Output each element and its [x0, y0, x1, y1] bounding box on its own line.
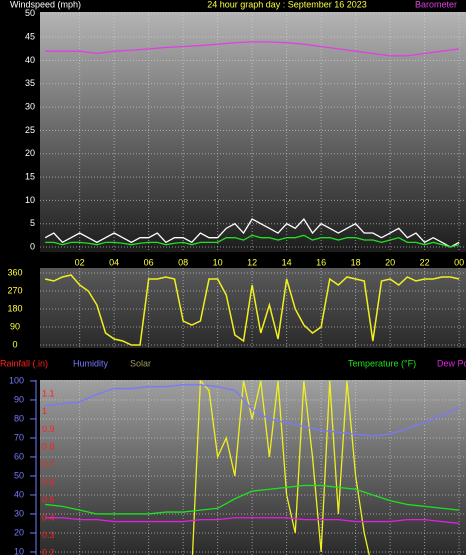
plot-background: [40, 268, 466, 348]
y-tick-label: 270: [7, 285, 22, 295]
plot-lines: [45, 380, 460, 555]
y2-tick-label: 0.9: [42, 424, 55, 434]
y-tick-label: 45: [25, 32, 35, 42]
y-tick-label: 35: [25, 78, 35, 88]
y-tick-label: 20: [14, 527, 24, 537]
y-tick-label: 80: [14, 413, 24, 423]
series-line: [45, 384, 460, 437]
plot-background: [40, 12, 466, 252]
y2-tick-label: 0.2: [42, 548, 55, 555]
legend-entry: Temperature (°F): [348, 358, 416, 368]
series-line: [45, 274, 460, 346]
y-tick-label: 10: [25, 195, 35, 205]
y-tick-label: 90: [10, 321, 20, 331]
y-tick-label: 0: [30, 241, 35, 251]
legend-entry: Solar: [130, 358, 151, 368]
x-tick-label: 02: [75, 257, 85, 267]
y-tick-label: 10: [14, 546, 24, 555]
y-tick-label: 40: [14, 489, 24, 499]
x-tick-label: 06: [144, 257, 154, 267]
y-tick-label: 5: [30, 218, 35, 228]
series-line: [45, 484, 460, 515]
series-line: [45, 517, 460, 525]
y-tick-label: 90: [14, 394, 24, 404]
x-tick-label: 18: [351, 257, 361, 267]
plot-lines: [45, 274, 460, 346]
y-tick-label: 30: [25, 101, 35, 111]
x-tick-label: 10: [213, 257, 223, 267]
y2-tick-label: 0.5: [42, 495, 55, 505]
y-tick-label: 25: [25, 125, 35, 135]
y-axis-label: Windspeed (mph): [10, 0, 81, 9]
x-tick-label: 22: [420, 257, 430, 267]
y2-tick-label: 0.8: [42, 442, 55, 452]
y-tick-label: 50: [25, 8, 35, 18]
x-tick-label: 04: [109, 257, 119, 267]
series-line: [191, 380, 370, 555]
series-line: [45, 41, 460, 57]
x-tick-label: 12: [247, 257, 257, 267]
y-tick-label: 0: [12, 339, 17, 349]
y-tick-label: 40: [25, 55, 35, 65]
x-tick-label: 14: [282, 257, 292, 267]
legend-entry: Dew Point: [437, 358, 466, 368]
x-tick-label: 00: [454, 257, 464, 267]
y-tick-label: 180: [7, 303, 22, 313]
series-line: [44, 217, 460, 248]
plot-lines: [44, 41, 460, 248]
y2-tick-label: 0.7: [42, 459, 55, 469]
y2-tick-label: 1.1: [42, 389, 55, 399]
y2-tick-label: 0.3: [42, 530, 55, 540]
y2-tick-label: 1: [42, 406, 47, 416]
y-tick-label: 70: [14, 432, 24, 442]
x-tick-label: 20: [385, 257, 395, 267]
x-tick-label: 08: [178, 257, 188, 267]
y2-tick-label: 0.6: [42, 477, 55, 487]
series-line: [45, 234, 460, 248]
y-tick-label: 50: [14, 470, 24, 480]
y-tick-label: 60: [14, 451, 24, 461]
y-tick-label: 360: [7, 267, 22, 277]
y-tick-label: 100: [9, 375, 24, 385]
y-tick-label: 30: [14, 508, 24, 518]
chart-title: 24 hour graph day : September 16 2023: [207, 0, 367, 9]
y-tick-label: 20: [25, 148, 35, 158]
plot-background: [40, 380, 466, 555]
legend-entry: Barometer: [415, 0, 457, 9]
x-tick-label: 16: [316, 257, 326, 267]
legend-entry: Humidity: [73, 358, 109, 368]
y-tick-label: 15: [25, 171, 35, 181]
y2-axis-label: Rainfall (.in): [0, 358, 48, 368]
